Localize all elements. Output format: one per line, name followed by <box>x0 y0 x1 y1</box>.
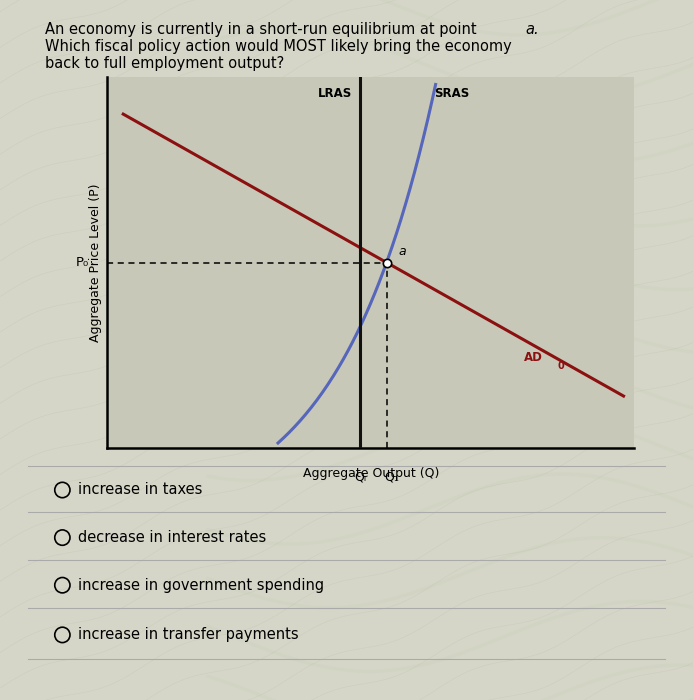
Y-axis label: Aggregate Price Level (P): Aggregate Price Level (P) <box>89 183 102 342</box>
Text: An economy is currently in a short-run equilibrium at point: An economy is currently in a short-run e… <box>45 22 482 37</box>
Text: AD: AD <box>523 351 543 364</box>
Text: 0: 0 <box>558 360 565 370</box>
Text: Which fiscal policy action would MOST likely bring the economy: Which fiscal policy action would MOST li… <box>45 39 512 54</box>
Text: Qₗ: Qₗ <box>354 470 366 484</box>
Text: Q₁: Q₁ <box>385 470 399 484</box>
Text: increase in taxes: increase in taxes <box>78 482 202 498</box>
Text: increase in transfer payments: increase in transfer payments <box>78 627 298 643</box>
Text: decrease in interest rates: decrease in interest rates <box>78 530 266 545</box>
Text: increase in government spending: increase in government spending <box>78 578 324 593</box>
X-axis label: Aggregate Output (Q): Aggregate Output (Q) <box>303 468 439 480</box>
Text: LRAS: LRAS <box>318 88 352 100</box>
Text: SRAS: SRAS <box>434 88 469 100</box>
Text: P₀: P₀ <box>76 256 89 269</box>
Text: a: a <box>398 246 406 258</box>
Text: back to full employment output?: back to full employment output? <box>45 56 284 71</box>
Text: a.: a. <box>525 22 539 37</box>
